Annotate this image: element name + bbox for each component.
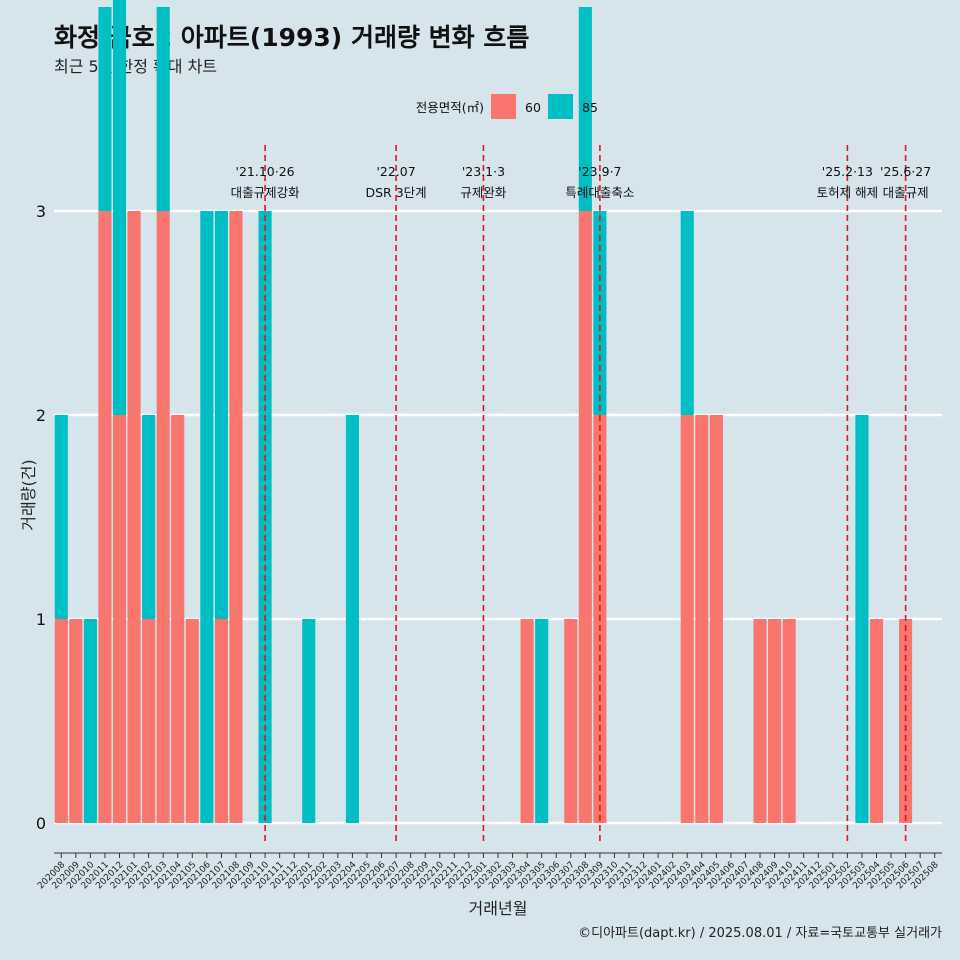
bar-85-202107 (214, 211, 228, 619)
bar-85-202008 (54, 415, 68, 619)
bar-85-202011 (98, 7, 112, 211)
y-tick-label: 3 (36, 202, 46, 221)
bar-60-202308 (578, 211, 592, 823)
bar-60-202011 (98, 211, 112, 823)
event-label: 대출규제 (883, 185, 929, 200)
bar-60-202104 (171, 415, 185, 823)
event-date: '25.2·13 (822, 164, 873, 179)
event-date: '23.1·3 (462, 164, 505, 179)
bar-85-202309 (593, 211, 607, 415)
bar-60-202504 (869, 619, 884, 823)
legend-label-60: 60 (525, 100, 541, 115)
y-tick-label: 1 (36, 610, 46, 629)
bar-85-202102 (142, 415, 156, 619)
legend-swatch-60 (491, 94, 516, 119)
bar-85-202106 (200, 211, 214, 823)
bar-60-202009 (69, 619, 83, 823)
bar-60-202008 (54, 619, 68, 823)
event-label: 대출규제강화 (231, 185, 301, 200)
bar-60-202107 (214, 619, 228, 823)
bar-85-202403 (680, 211, 694, 415)
bar-85-202308 (578, 7, 592, 211)
event-date: '25.6·27 (880, 164, 931, 179)
y-tick-label: 0 (36, 814, 46, 833)
chart-caption: ©디아파트(dapt.kr) / 2025.08.01 / 자료=국토교통부 실… (578, 926, 942, 941)
legend-title: 전용면적(㎡) (416, 100, 484, 115)
event-label: 규제완화 (460, 185, 507, 200)
event-label: DSR 3단계 (366, 185, 427, 200)
x-axis-title: 거래년월 (469, 899, 528, 918)
event-date: '21.10·26 (236, 164, 295, 179)
bar-85-202010 (83, 619, 97, 823)
bar-60-202102 (142, 619, 156, 823)
event-label: 특례대출축소 (565, 185, 634, 200)
bar-60-202410 (782, 619, 796, 823)
bar-60-202405 (709, 415, 723, 823)
bar-60-202101 (127, 211, 141, 823)
legend-swatch-85 (548, 94, 573, 119)
chart-subtitle: 최근 5년 한정 확대 차트 (54, 57, 218, 76)
bar-85-202503 (855, 415, 869, 823)
bar-85-202103 (156, 7, 170, 211)
bar-60-202409 (768, 619, 782, 823)
bar-60-202404 (695, 415, 709, 823)
y-tick-label: 2 (36, 406, 46, 425)
event-label: 토허제 해제 (817, 185, 878, 200)
bar-60-202108 (229, 211, 243, 823)
bar-60-202307 (564, 619, 578, 823)
bar-85-202305 (535, 619, 549, 823)
bar-60-202103 (156, 211, 170, 823)
legend-label-85: 85 (582, 100, 598, 115)
y-axis-title: 거래량(건) (19, 459, 38, 530)
event-date: '22.07 (376, 164, 415, 179)
chart-title: 화정 금호2 아파트(1993) 거래량 변화 흐름 (54, 23, 530, 52)
bar-85-202012 (112, 0, 127, 415)
bar-60-202304 (520, 619, 534, 823)
bar-60-202012 (112, 415, 127, 823)
bar-85-202201 (302, 619, 316, 823)
bar-60-202408 (753, 619, 767, 823)
bar-60-202105 (185, 619, 199, 823)
bar-85-202204 (345, 415, 359, 823)
bar-60-202403 (680, 415, 694, 823)
event-date: '23.9·7 (578, 164, 621, 179)
